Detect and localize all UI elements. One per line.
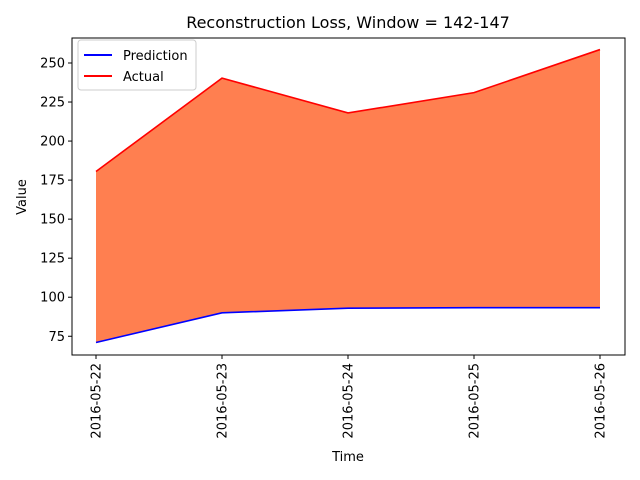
legend-frame <box>77 39 197 91</box>
y-tick-label: 125 <box>40 252 65 267</box>
x-tick-label: 2016-05-23 <box>216 363 231 439</box>
y-tick-label: 150 <box>40 213 65 228</box>
series-line-prediction <box>95 306 600 344</box>
x-axis-label: Time <box>331 450 364 465</box>
y-tick-label: 225 <box>40 96 65 111</box>
x-tick-label: 2016-05-24 <box>342 363 357 439</box>
y-tick-label: 175 <box>40 174 65 189</box>
y-tick-label: 250 <box>40 56 65 71</box>
y-tick-label: 200 <box>40 135 65 150</box>
x-tick-label: 2016-05-26 <box>594 363 609 439</box>
legend-label-actual: Actual <box>123 70 164 85</box>
legend-label-prediction: Prediction <box>123 49 188 64</box>
x-tick-label: 2016-05-22 <box>90 363 105 439</box>
series-line-actual <box>95 48 601 173</box>
chart-title: Reconstruction Loss, Window = 142-147 <box>186 13 510 32</box>
y-axis-label: Value <box>15 179 30 215</box>
plot-area: 75 100 125 150 175 200 225 250 2016-05-22 2016-05… <box>40 37 626 439</box>
x-tick-label: 2016-05-25 <box>468 363 483 439</box>
legend: Prediction Actual <box>77 39 197 91</box>
y-tick-label: 75 <box>48 330 65 345</box>
fill-between-area <box>96 49 600 343</box>
y-tick-label: 100 <box>40 291 65 306</box>
